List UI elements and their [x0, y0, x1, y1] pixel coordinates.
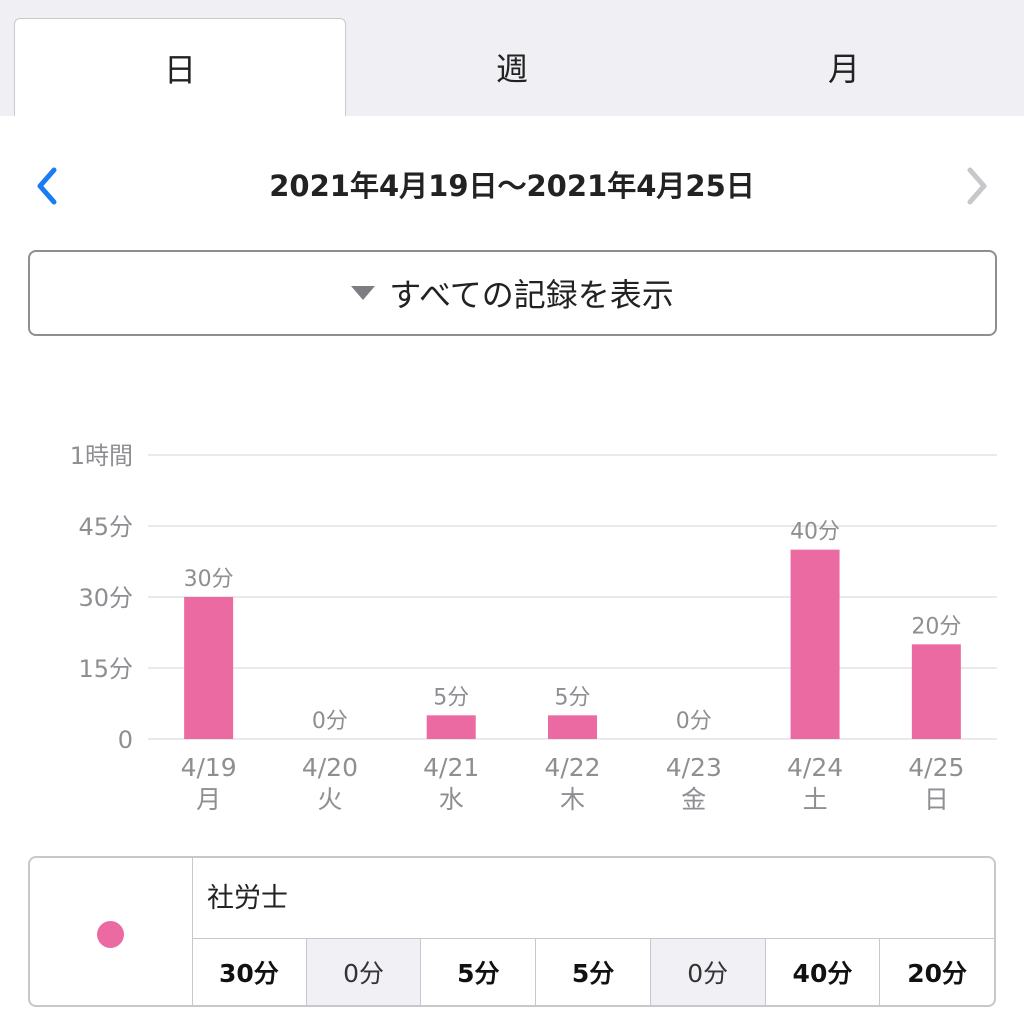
filter-label: すべての記録を表示 — [389, 276, 674, 314]
y-tick-label: 15分 — [78, 655, 133, 683]
tab-month[interactable]: 月 — [827, 50, 860, 88]
legend-value-cell: 30分 — [218, 959, 279, 988]
x-tick-label: 4/20 — [302, 753, 358, 782]
legend-category-name: 社労士 — [207, 883, 288, 914]
x-tick-label: 4/21 — [423, 753, 479, 782]
bar — [184, 597, 234, 739]
data-label: 30分 — [184, 567, 234, 592]
x-tick-label: 4/23 — [666, 753, 722, 782]
x-weekday-label: 月 — [196, 785, 221, 814]
chevron-left-icon — [37, 167, 57, 205]
y-tick-label: 30分 — [78, 584, 133, 612]
x-weekday-label: 日 — [924, 785, 949, 814]
legend-value-cell: 40分 — [764, 939, 880, 1005]
x-tick-label: 4/24 — [787, 753, 843, 782]
bar — [790, 549, 840, 739]
date-range-title: 2021年4月19日〜2021年4月25日 — [269, 169, 755, 203]
legend-dot-cell — [30, 858, 193, 1005]
data-label: 0分 — [312, 709, 348, 734]
legend-color-dot — [97, 921, 124, 948]
x-weekday-label: 水 — [439, 785, 464, 814]
legend-value-cell: 0分 — [305, 939, 421, 1005]
x-weekday-label: 金 — [681, 785, 706, 814]
x-tick-label: 4/19 — [181, 753, 237, 782]
y-tick-label: 1時間 — [70, 442, 133, 470]
bar — [911, 644, 961, 739]
x-weekday-label: 土 — [803, 785, 828, 814]
legend-value-row: 30分 0分 5分 5分 0分 40分 20分 — [192, 938, 994, 1005]
legend-value-cell: 20分 — [879, 939, 994, 1005]
legend-value-cell: 0分 — [649, 939, 765, 1005]
y-tick-label: 45分 — [78, 513, 133, 541]
data-label: 20分 — [911, 614, 961, 639]
x-tick-label: 4/25 — [908, 753, 964, 782]
triangle-down-icon — [351, 286, 376, 300]
segment-tab-bar: 日 週 月 — [0, 0, 1024, 116]
tab-day[interactable]: 日 — [14, 18, 346, 116]
data-label: 0分 — [676, 709, 712, 734]
x-tick-label: 4/22 — [544, 753, 600, 782]
data-label: 5分 — [433, 685, 469, 710]
x-weekday-label: 火 — [317, 785, 342, 814]
bar-chart: 0 15分 30分 45分 1時間 30分 4/19 月 0分 4/20 火 5分 4/21 水 5分 4/2… — [70, 442, 997, 814]
y-tick-label: 0 — [118, 726, 133, 754]
legend-table: 社労士 30分 0分 5分 5分 0分 40分 20分 — [28, 856, 996, 1007]
chevron-right-icon — [967, 167, 987, 205]
bar — [548, 715, 597, 739]
prev-week-button[interactable] — [28, 164, 68, 208]
bar — [426, 715, 476, 739]
record-filter-dropdown[interactable]: すべての記録を表示 — [28, 250, 997, 336]
x-weekday-label: 木 — [560, 785, 585, 814]
data-label: 5分 — [555, 685, 591, 710]
tab-week[interactable]: 週 — [495, 50, 528, 88]
data-label: 40分 — [790, 520, 840, 545]
legend-value-cell: 5分 — [535, 939, 650, 1005]
legend-value-cell: 5分 — [420, 939, 535, 1005]
next-week-button[interactable] — [956, 164, 996, 208]
